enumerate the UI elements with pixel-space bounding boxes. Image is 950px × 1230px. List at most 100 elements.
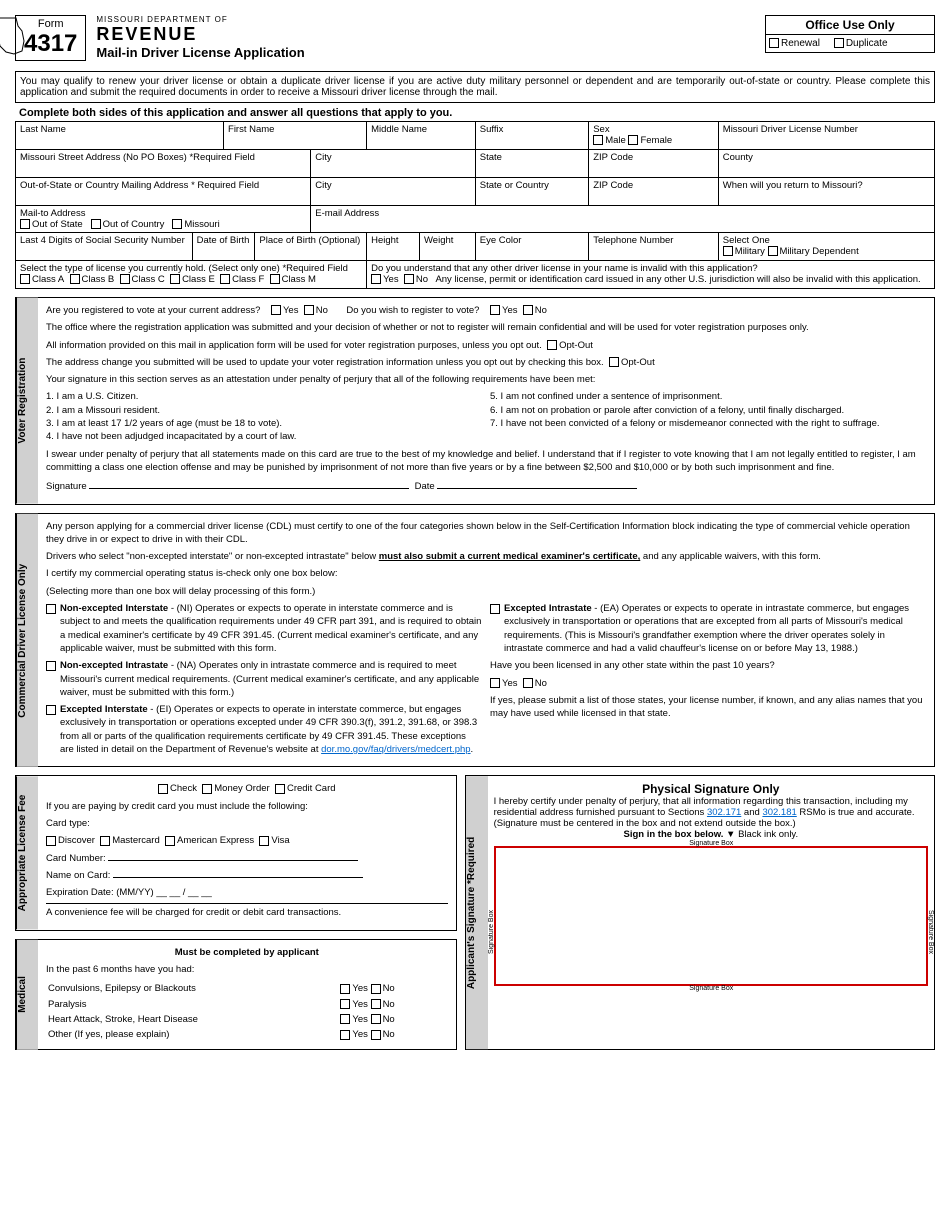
ooc-checkbox[interactable] bbox=[91, 219, 101, 229]
city-field[interactable]: City bbox=[311, 150, 476, 178]
optout1-checkbox[interactable] bbox=[547, 340, 557, 350]
class-b-checkbox[interactable] bbox=[70, 274, 80, 284]
med-q2-yes[interactable] bbox=[340, 999, 350, 1009]
eye-field[interactable]: Eye Color bbox=[475, 233, 588, 261]
cdl-selecting: (Selecting more than one box will delay … bbox=[46, 585, 926, 598]
voter-q2-yes[interactable] bbox=[490, 305, 500, 315]
name-card-line[interactable] bbox=[113, 877, 363, 878]
class-f-checkbox[interactable] bbox=[220, 274, 230, 284]
class-c-checkbox[interactable] bbox=[120, 274, 130, 284]
first-name-field[interactable]: First Name bbox=[224, 122, 367, 150]
weight-field[interactable]: Weight bbox=[420, 233, 476, 261]
na-checkbox[interactable] bbox=[46, 661, 56, 671]
mo-checkbox[interactable] bbox=[172, 219, 182, 229]
cc-note: If you are paying by credit card you mus… bbox=[46, 800, 448, 813]
check-checkbox[interactable] bbox=[158, 784, 168, 794]
oos-checkbox[interactable] bbox=[20, 219, 30, 229]
statute-link-1[interactable]: 302.171 bbox=[707, 807, 741, 818]
female-checkbox[interactable] bbox=[628, 135, 638, 145]
ni-checkbox[interactable] bbox=[46, 604, 56, 614]
voter-q1-yes[interactable] bbox=[271, 305, 281, 315]
voter-q1: Are you registered to vote at your curre… bbox=[46, 305, 260, 316]
attest-5: 5. I am not confined under a sentence of… bbox=[490, 390, 926, 403]
cdl-lic-yes[interactable] bbox=[490, 678, 500, 688]
county-field[interactable]: County bbox=[718, 150, 934, 178]
cc-checkbox[interactable] bbox=[275, 784, 285, 794]
fee-section: Appropriate License Fee Check Money Orde… bbox=[15, 775, 457, 930]
city2-field[interactable]: City bbox=[311, 178, 476, 206]
discover-checkbox[interactable] bbox=[46, 836, 56, 846]
understand-field: Do you understand that any other driver … bbox=[367, 261, 935, 289]
med-q3-yes[interactable] bbox=[340, 1014, 350, 1024]
mil-dep-checkbox[interactable] bbox=[768, 246, 778, 256]
voter-label: Voter Registration bbox=[16, 298, 38, 504]
class-m-checkbox[interactable] bbox=[270, 274, 280, 284]
attest-6: 6. I am not on probation or parole after… bbox=[490, 404, 926, 417]
state-field[interactable]: State bbox=[475, 150, 588, 178]
card-number-line[interactable] bbox=[108, 860, 358, 861]
cdl-lic-no[interactable] bbox=[523, 678, 533, 688]
med-q1-no[interactable] bbox=[371, 984, 381, 994]
exp-label[interactable]: Expiration Date: (MM/YY) __ __ / __ __ bbox=[46, 886, 448, 899]
office-use-title: Office Use Only bbox=[766, 16, 934, 35]
conv-fee: A convenience fee will be charged for cr… bbox=[46, 903, 448, 919]
optout2-checkbox[interactable] bbox=[609, 357, 619, 367]
class-a-checkbox[interactable] bbox=[20, 274, 30, 284]
mo-street-field[interactable]: Missouri Street Address (No PO Boxes) *R… bbox=[16, 150, 311, 178]
cdl-label: Commercial Driver License Only bbox=[16, 514, 38, 767]
med-q4-no[interactable] bbox=[371, 1030, 381, 1040]
suffix-field[interactable]: Suffix bbox=[475, 122, 588, 150]
dob-field[interactable]: Date of Birth bbox=[192, 233, 255, 261]
ssn4-field[interactable]: Last 4 Digits of Social Security Number bbox=[16, 233, 193, 261]
voter-q1-no[interactable] bbox=[304, 305, 314, 315]
understand-no-checkbox[interactable] bbox=[404, 274, 414, 284]
form-title: Mail-in Driver License Application bbox=[96, 45, 304, 60]
male-checkbox[interactable] bbox=[593, 135, 603, 145]
medcert-link[interactable]: dor.mo.gov/faq/drivers/medcert.php bbox=[321, 744, 470, 755]
last-name-field[interactable]: Last Name bbox=[16, 122, 224, 150]
zip-field[interactable]: ZIP Code bbox=[589, 150, 719, 178]
med-q1-yes[interactable] bbox=[340, 984, 350, 994]
understand-yes-checkbox[interactable] bbox=[371, 274, 381, 284]
license-type-field: Select the type of license you currently… bbox=[16, 261, 367, 289]
medical-section: Medical Must be completed by applicant I… bbox=[15, 939, 457, 1051]
ea-checkbox[interactable] bbox=[490, 604, 500, 614]
visa-checkbox[interactable] bbox=[259, 836, 269, 846]
voter-sig-line[interactable] bbox=[89, 488, 409, 489]
voter-date-label: Date bbox=[415, 481, 435, 492]
med-q2-no[interactable] bbox=[371, 999, 381, 1009]
duplicate-checkbox[interactable] bbox=[834, 38, 844, 48]
amex-checkbox[interactable] bbox=[165, 836, 175, 846]
height-field[interactable]: Height bbox=[367, 233, 420, 261]
class-e-checkbox[interactable] bbox=[170, 274, 180, 284]
voter-q2-no[interactable] bbox=[523, 305, 533, 315]
phone-field[interactable]: Telephone Number bbox=[589, 233, 719, 261]
voter-section: Voter Registration Are you registered to… bbox=[15, 297, 935, 505]
sex-field: SexMale Female bbox=[589, 122, 719, 150]
mc-checkbox[interactable] bbox=[100, 836, 110, 846]
state-country-field[interactable]: State or Country bbox=[475, 178, 588, 206]
statute-link-2[interactable]: 302.181 bbox=[762, 807, 796, 818]
ei-checkbox[interactable] bbox=[46, 705, 56, 715]
military-checkbox[interactable] bbox=[723, 246, 733, 256]
office-use-box: Office Use Only Renewal Duplicate bbox=[765, 15, 935, 53]
middle-name-field[interactable]: Middle Name bbox=[367, 122, 476, 150]
email-field[interactable]: E-mail Address bbox=[311, 206, 935, 233]
med-q3-no[interactable] bbox=[371, 1014, 381, 1024]
med-q4-yes[interactable] bbox=[340, 1030, 350, 1040]
mo-checkbox2[interactable] bbox=[202, 784, 212, 794]
card-type-label: Card type: bbox=[46, 817, 448, 830]
cdl-intro: Any person applying for a commercial dri… bbox=[46, 520, 926, 547]
voter-date-line[interactable] bbox=[437, 488, 637, 489]
mo-dl-field[interactable]: Missouri Driver License Number bbox=[718, 122, 934, 150]
intro-text: You may qualify to renew your driver lic… bbox=[15, 71, 935, 103]
zip2-field[interactable]: ZIP Code bbox=[589, 178, 719, 206]
attest-intro: Your signature in this section serves as… bbox=[46, 373, 926, 386]
pob-field[interactable]: Place of Birth (Optional) bbox=[255, 233, 367, 261]
oos-mailing-field[interactable]: Out-of-State or Country Mailing Address … bbox=[16, 178, 311, 206]
renewal-checkbox[interactable] bbox=[769, 38, 779, 48]
return-mo-field[interactable]: When will you return to Missouri? bbox=[718, 178, 934, 206]
mailto-field: Mail-to Address Out of State Out of Coun… bbox=[16, 206, 311, 233]
signature-box[interactable]: Signature Box Signature Box Signature Bo… bbox=[494, 846, 928, 986]
cdl-licensed-q: Have you been licensed in any other stat… bbox=[490, 659, 926, 672]
